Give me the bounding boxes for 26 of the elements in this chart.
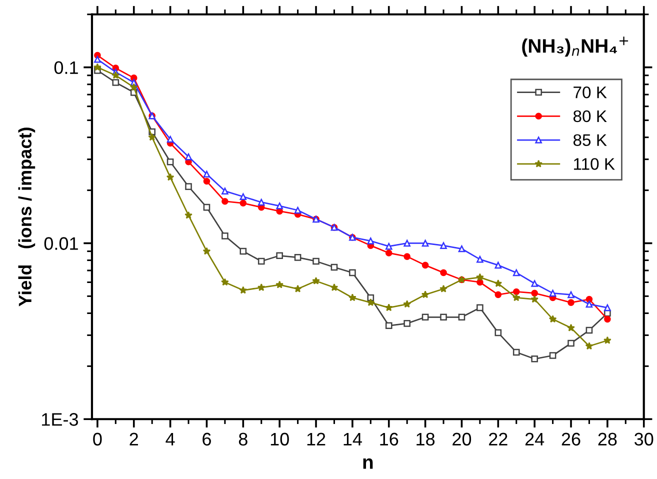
- y-tick-label: 1E-3: [42, 413, 78, 426]
- legend-label: 110 K: [574, 158, 615, 170]
- y-axis-title: Yield (ions / impact): [18, 128, 36, 306]
- legend-label: 80 K: [573, 110, 607, 122]
- x-tick-label: 26: [562, 432, 580, 446]
- x-tick-label: 18: [416, 432, 435, 446]
- x-axis-title: n: [363, 458, 373, 469]
- y-tick-label: 0.01: [44, 237, 78, 250]
- x-tick-label: 10: [270, 432, 289, 446]
- x-tick-label: 14: [344, 432, 362, 446]
- x-tick-label: 24: [525, 432, 544, 446]
- x-tick-label: 28: [598, 432, 617, 446]
- x-tick-label: 30: [634, 432, 654, 446]
- x-tick-label: 4: [166, 432, 175, 446]
- x-tick-label: 20: [452, 432, 472, 446]
- legend-label: 85 K: [573, 134, 607, 146]
- x-tick-label: 6: [202, 432, 211, 446]
- x-tick-label: 8: [238, 432, 248, 446]
- y-tick-label: 0.1: [54, 61, 78, 74]
- x-tick-label: 2: [130, 432, 138, 446]
- x-tick-label: 0: [93, 432, 102, 446]
- x-tick-label: 16: [380, 432, 398, 446]
- x-tick-label: 12: [307, 432, 326, 446]
- annotation: (NH₃)$_{n}$NH₄$^{+}$: [522, 36, 628, 57]
- x-tick-label: 22: [489, 432, 508, 446]
- legend-label: 70 K: [574, 86, 607, 98]
